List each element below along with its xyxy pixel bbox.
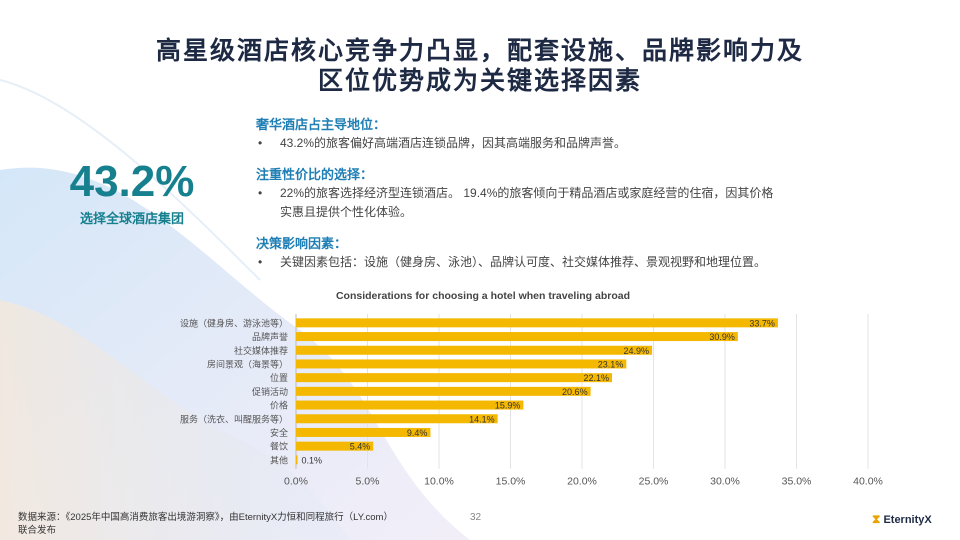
chart-title: Considerations for choosing a hotel when…: [336, 290, 630, 302]
hourglass-icon: ⧗: [872, 512, 881, 526]
bar: [296, 441, 374, 451]
bar: [296, 400, 524, 410]
highlight-value: 43.2%: [69, 157, 195, 206]
source-note: 数据来源：《2025年中国高消费旅客出境游洞察》，由EternityX力恒和同程…: [18, 512, 393, 536]
category-label: 社交媒体推荐: [234, 345, 288, 356]
point-heading: 奢华酒店占主导地位：: [256, 117, 387, 132]
key-points: 奢华酒店占主导地位： • 43.2%的旅客偏好高端酒店连锁品牌，因其高端服务和品牌…: [256, 116, 896, 285]
point-value: 注重性价比的选择： • 22%的旅客选择经济型连锁酒店。 19.4%的旅客倾向于精…: [256, 166, 896, 222]
category-label: 安全: [270, 427, 288, 438]
category-label: 服务（洗衣、叫醒服务等）: [180, 413, 288, 424]
category-label: 品牌声誉: [252, 331, 288, 342]
bullet-icon: •: [258, 255, 263, 269]
point-luxury: 奢华酒店占主导地位： • 43.2%的旅客偏好高端酒店连锁品牌，因其高端服务和品牌…: [256, 116, 896, 153]
bullet-icon: •: [258, 136, 263, 150]
bar: [296, 345, 653, 355]
value-label: 15.9%: [495, 401, 521, 411]
value-label: 5.4%: [350, 442, 371, 452]
x-tick-label: 10.0%: [424, 476, 454, 488]
x-tick-label: 40.0%: [853, 476, 883, 488]
page-number: 32: [470, 512, 482, 523]
bullet-icon: •: [258, 186, 263, 200]
value-label: 30.9%: [709, 332, 735, 342]
hotel-considerations-chart: Considerations for choosing a hotel when…: [180, 290, 883, 488]
highlight-stat: 43.2% 选择全球酒店集团: [62, 158, 202, 227]
value-label: 20.6%: [562, 387, 588, 397]
x-tick-label: 30.0%: [710, 476, 740, 488]
category-label: 促销活动: [252, 386, 288, 397]
value-label: 0.1%: [302, 455, 323, 465]
category-label: 其他: [270, 454, 288, 465]
category-label: 价格: [270, 400, 288, 411]
point-factors: 决策影响因素： • 关键因素包括：设施（健身房、泳池）、品牌认可度、社交媒体推荐、…: [256, 235, 896, 272]
bar: [296, 359, 627, 369]
x-tick-label: 25.0%: [639, 476, 669, 488]
bar: [296, 386, 591, 396]
bar: [296, 414, 498, 424]
point-heading: 决策影响因素：: [256, 236, 348, 251]
category-label: 设施（健身房、游泳池等）: [180, 317, 288, 328]
category-label: 房间景观（海景等）: [207, 358, 288, 369]
bar: [296, 427, 431, 437]
point-text: • 22%的旅客选择经济型连锁酒店。 19.4%的旅客倾向于精品酒店或家庭经营的住…: [258, 186, 774, 219]
value-label: 14.1%: [469, 414, 495, 424]
bar: [296, 373, 613, 383]
x-tick-label: 5.0%: [356, 476, 380, 488]
bar: [296, 332, 738, 342]
bar: [296, 455, 298, 465]
logo-text: EternityX: [883, 513, 932, 526]
value-label: 23.1%: [598, 359, 624, 369]
brand-logo: ⧗ EternityX: [872, 512, 932, 527]
x-tick-label: 0.0%: [284, 476, 308, 488]
x-tick-label: 35.0%: [782, 476, 812, 488]
value-label: 9.4%: [407, 428, 428, 438]
category-label: 餐饮: [270, 441, 288, 452]
page-title: 高星级酒店核心竞争力凸显，配套设施、品牌影响力及 区位优势成为关键选择因素: [155, 37, 804, 95]
point-text: • 43.2%的旅客偏好高端酒店连锁品牌，因其高端服务和品牌声誉。: [256, 134, 896, 153]
highlight-label: 选择全球酒店集团: [79, 211, 184, 226]
value-label: 24.9%: [624, 346, 650, 356]
point-heading: 注重性价比的选择：: [256, 167, 374, 182]
x-tick-label: 20.0%: [567, 476, 597, 488]
value-label: 33.7%: [749, 318, 775, 328]
bar: [296, 318, 778, 328]
point-text: • 关键因素包括：设施（健身房、泳池）、品牌认可度、社交媒体推荐、景观视野和地理位…: [256, 253, 896, 272]
category-label: 位置: [270, 372, 288, 383]
value-label: 22.1%: [583, 373, 609, 383]
x-tick-label: 15.0%: [496, 476, 526, 488]
